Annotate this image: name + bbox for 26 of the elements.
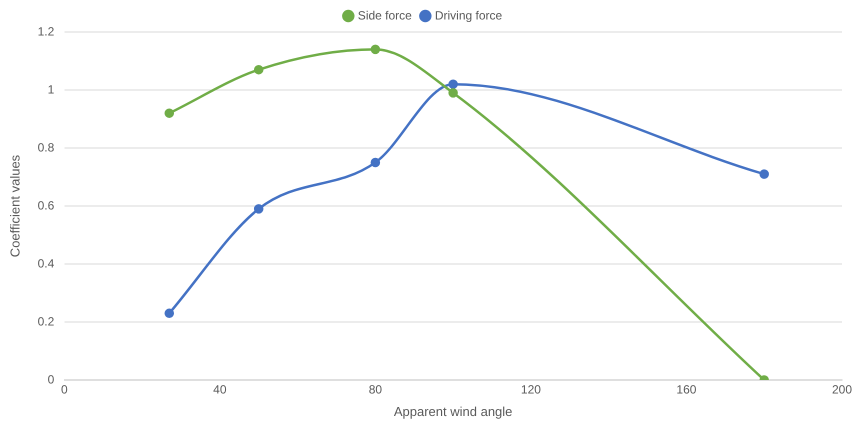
x-axis-title: Apparent wind angle <box>394 404 512 419</box>
y-tick-label: 0.8 <box>38 140 55 154</box>
point <box>370 158 380 168</box>
point <box>164 308 174 318</box>
x-tick-label: 200 <box>832 382 852 397</box>
point <box>254 204 264 214</box>
legend-label: Side force <box>358 8 412 22</box>
point <box>370 44 380 54</box>
x-tick-label: 80 <box>368 382 382 397</box>
y-axis-title: Coefficient values <box>7 154 22 258</box>
y-tick-label: 1.2 <box>38 24 55 38</box>
point <box>759 169 769 179</box>
legend-label: Driving force <box>434 8 503 22</box>
y-tick-label: 0.2 <box>38 314 55 328</box>
x-tick-label: 120 <box>520 382 542 397</box>
y-tick-label: 1 <box>48 82 55 96</box>
point <box>254 64 264 74</box>
y-tick-label: 0.4 <box>38 256 55 270</box>
y-tick-label: 0.6 <box>38 198 55 212</box>
point <box>448 79 458 89</box>
point <box>164 108 174 118</box>
x-tick-label: 0 <box>60 382 68 397</box>
x-tick-label: 160 <box>676 382 697 397</box>
x-tick-label: 40 <box>213 382 227 397</box>
point <box>448 88 458 98</box>
y-tick-label: 0 <box>48 372 55 386</box>
